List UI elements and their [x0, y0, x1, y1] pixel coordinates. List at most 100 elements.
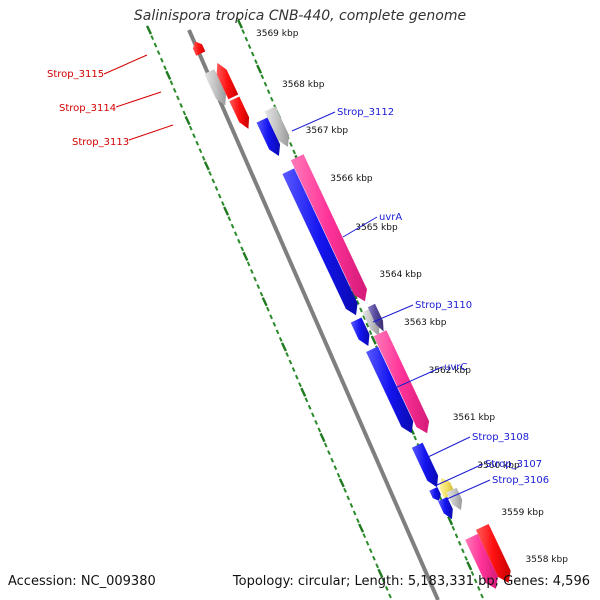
minor-tick-mark	[323, 442, 328, 448]
minor-tick-mark	[278, 336, 283, 342]
gene-label-strop-3107: Strop_3107	[485, 459, 542, 470]
minor-tick-mark	[362, 315, 367, 320]
gene-blue-arrow	[438, 497, 453, 520]
minor-tick-mark	[388, 593, 392, 599]
minor-tick-mark	[368, 548, 373, 554]
minor-tick-mark	[311, 412, 315, 418]
kbp-tick-label: 3563 kbp	[404, 318, 447, 328]
kbp-tick-label: 3561 kbp	[453, 413, 496, 423]
minor-tick-mark	[464, 555, 468, 561]
minor-tick-mark	[269, 314, 273, 320]
major-tick-mark	[236, 19, 244, 29]
gene-label-strop-3113: Strop_3113	[72, 137, 129, 148]
gene-strop-3112-block	[264, 106, 290, 147]
major-tick-mark	[370, 335, 377, 345]
minor-tick-mark	[208, 170, 212, 176]
major-tick-mark	[203, 161, 210, 171]
kbp-tick-label: 3567 kbp	[306, 126, 349, 136]
minor-tick-mark	[254, 59, 258, 65]
gene-strop-3113-arrow	[229, 96, 250, 129]
minor-tick-mark	[365, 322, 370, 328]
minor-tick-mark	[314, 420, 318, 425]
kbp-tick-label: 3564 kbp	[379, 270, 422, 280]
minor-tick-mark	[211, 178, 216, 184]
minor-tick-mark	[451, 525, 456, 531]
minor-tick-mark	[333, 465, 338, 471]
minor-tick-mark	[217, 193, 222, 199]
minor-tick-mark	[307, 404, 312, 410]
minor-tick-mark	[349, 503, 354, 508]
backbone-line	[187, 29, 440, 600]
leader-line-uvrc	[394, 366, 443, 389]
minor-tick-mark	[246, 261, 251, 267]
minor-tick-mark	[263, 81, 268, 87]
minor-tick-mark	[298, 382, 302, 388]
gene-strop-3110-block	[367, 303, 384, 332]
topology-label: Topology: circular	[232, 574, 346, 589]
minor-tick-mark	[250, 51, 255, 57]
leader-line-strop-3114	[115, 91, 162, 108]
leader-line-strop-3113	[128, 124, 174, 141]
minor-tick-mark	[288, 359, 293, 365]
minor-tick-mark	[169, 80, 174, 86]
major-tick-mark	[300, 387, 307, 397]
gene-red-arrow	[216, 62, 239, 100]
minor-tick-mark	[294, 374, 299, 380]
major-tick-mark	[280, 342, 287, 352]
gene-strop-3114-block	[204, 69, 226, 106]
minor-tick-mark	[291, 367, 296, 373]
minor-tick-mark	[249, 269, 254, 274]
gene-uvra-arrow	[282, 168, 358, 316]
minor-tick-mark	[368, 330, 373, 335]
minor-tick-mark	[227, 216, 232, 222]
minor-tick-mark	[179, 103, 183, 108]
gene-label-strop-3110: Strop_3110	[415, 300, 472, 311]
gene-strop-3108-arrow	[411, 442, 439, 488]
major-tick-mark	[256, 64, 263, 74]
minor-tick-mark	[381, 578, 386, 584]
major-tick-mark	[466, 561, 473, 571]
minor-tick-mark	[188, 125, 193, 131]
leader-line-strop-3115	[103, 54, 148, 75]
minor-tick-mark	[289, 142, 293, 147]
minor-tick-mark	[365, 540, 370, 546]
minor-tick-mark	[375, 563, 379, 569]
minor-tick-mark	[413, 435, 417, 441]
minor-tick-mark	[230, 223, 235, 229]
gene-blue-arrow	[350, 317, 370, 346]
gene-label-uvrc: uvrC	[444, 362, 467, 373]
gene-blue-arrow	[429, 487, 441, 501]
minor-tick-mark	[247, 44, 252, 49]
minor-tick-mark	[221, 201, 225, 206]
major-tick-mark	[184, 115, 191, 126]
major-tick-mark	[145, 25, 153, 35]
kbp-tick-label: 3565 kbp	[355, 223, 398, 233]
minor-tick-mark	[160, 57, 164, 63]
leader-line-strop-3107	[436, 463, 484, 486]
leader-line-strop-3106	[446, 479, 491, 500]
minor-tick-mark	[156, 50, 161, 56]
gene-strop-3115-arrow	[192, 41, 206, 56]
minor-tick-mark	[285, 352, 290, 357]
major-tick-mark	[242, 251, 249, 261]
leader-line-strop-3110	[372, 304, 414, 323]
minor-tick-mark	[253, 276, 257, 282]
leader-line-uvra	[342, 216, 378, 238]
minor-tick-mark	[327, 450, 331, 456]
gene-label-strop-3106: Strop_3106	[492, 475, 549, 486]
minor-tick-mark	[172, 87, 177, 93]
gene-label-uvra: uvrA	[379, 212, 402, 223]
major-tick-mark	[338, 478, 345, 488]
minor-tick-mark	[269, 96, 274, 102]
kbp-tick-label: 3568 kbp	[282, 80, 325, 90]
minor-tick-mark	[317, 427, 322, 433]
minor-tick-mark	[214, 186, 219, 191]
leader-line-strop-3108	[427, 436, 471, 458]
minor-tick-mark	[356, 518, 360, 523]
minor-tick-mark	[192, 133, 196, 139]
minor-tick-mark	[346, 495, 351, 501]
minor-tick-mark	[355, 300, 360, 305]
gene-label-strop-3108: Strop_3108	[472, 432, 529, 443]
kbp-tick-label: 3558 kbp	[526, 555, 569, 565]
minor-tick-mark	[240, 246, 245, 252]
